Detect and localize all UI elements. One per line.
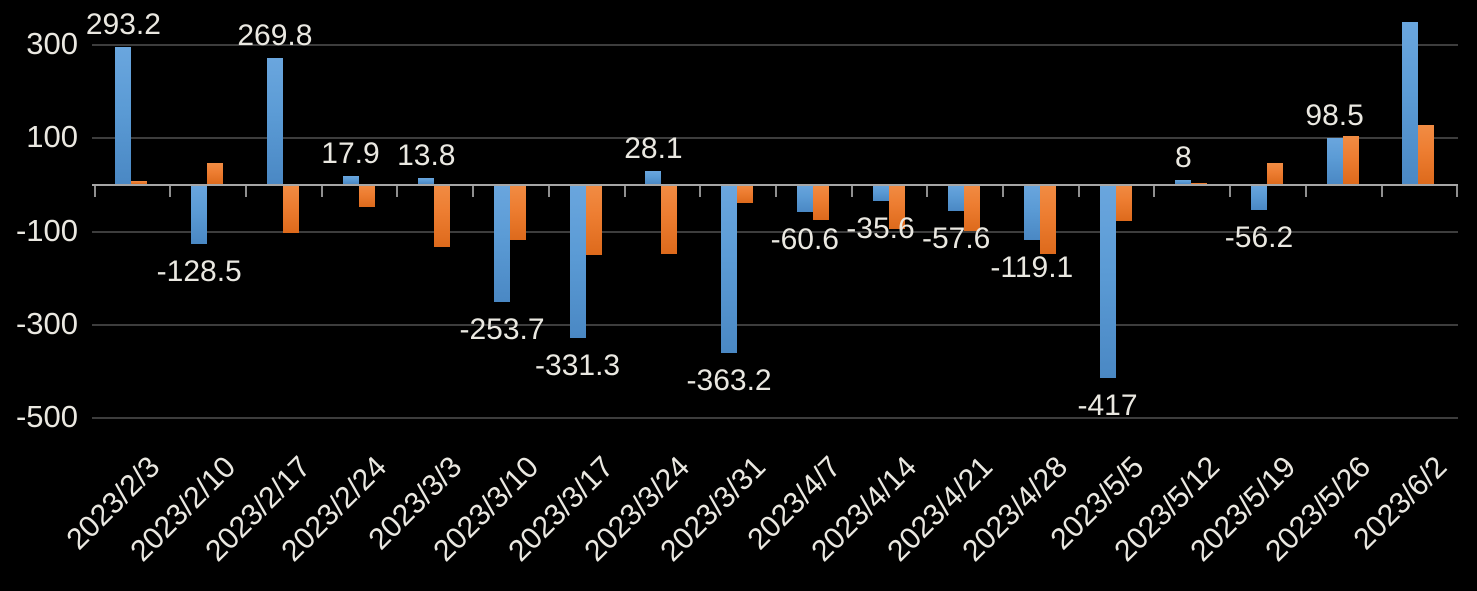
orange-bar-2023/4/21	[964, 184, 981, 231]
data-label-2023/3/3: 13.8	[397, 138, 456, 172]
x-axis-tick-mark	[547, 186, 550, 197]
blue-bar-2023/3/17	[569, 184, 586, 339]
orange-bar-2023/2/3	[131, 181, 148, 184]
data-label-2023/5/26: 98.5	[1305, 99, 1364, 133]
blue-bar-2023/3/3	[418, 177, 435, 184]
data-label-2023/4/7: -60.6	[770, 223, 839, 257]
orange-bar-2023/2/10	[207, 163, 224, 184]
y-axis-tick-label: -500	[15, 399, 78, 434]
orange-bar-2023/2/24	[358, 184, 375, 208]
gridline	[92, 137, 1458, 140]
blue-bar-2023/2/3	[115, 47, 132, 184]
x-axis-tick-mark	[169, 186, 172, 197]
data-label-2023/3/17: -331.3	[535, 349, 621, 383]
data-label-2023/2/10: -128.5	[156, 254, 242, 288]
orange-bar-2023/3/24	[661, 184, 678, 254]
gridline	[92, 417, 1458, 419]
x-axis-tick-mark	[396, 186, 399, 197]
x-axis-tick-mark	[1304, 186, 1307, 197]
orange-bar-2023/4/14	[888, 184, 905, 230]
orange-bar-2023/3/17	[585, 184, 602, 256]
blue-bar-2023/5/5	[1099, 184, 1116, 379]
orange-bar-2023/6/2	[1418, 124, 1435, 184]
gridline	[92, 44, 1458, 47]
x-axis-tick-mark	[699, 186, 702, 197]
orange-bar-2023/5/26	[1342, 136, 1359, 184]
data-label-2023/3/31: -363.2	[686, 364, 772, 398]
y-axis-tick-label: -100	[15, 212, 78, 248]
data-label-2023/3/24: 28.1	[624, 131, 683, 165]
x-axis-tick-mark	[1380, 186, 1383, 197]
orange-bar-2023/5/19	[1267, 163, 1283, 184]
orange-bar-2023/3/10	[510, 184, 526, 240]
data-label-2023/2/24: 17.9	[321, 136, 380, 170]
data-label-2023/5/5: -417	[1077, 389, 1138, 423]
y-axis-tick-label: 300	[26, 26, 78, 62]
blue-bar-2023/5/19	[1251, 184, 1267, 211]
x-axis-tick-mark	[1002, 186, 1004, 197]
y-axis-tick-label: -300	[15, 305, 78, 341]
gridline	[92, 323, 1458, 326]
x-axis-tick-mark	[1456, 186, 1459, 197]
blue-bar-2023/4/7	[796, 184, 813, 213]
x-axis-tick-mark	[926, 186, 929, 197]
orange-bar-2023/5/12	[1191, 182, 1208, 184]
blue-bar-2023/6/2	[1402, 22, 1419, 184]
x-axis-tick-mark	[472, 186, 475, 197]
blue-bar-2023/3/31	[721, 184, 738, 354]
x-axis-tick-mark	[1077, 186, 1080, 197]
data-label-2023/5/19: -56.2	[1224, 221, 1294, 255]
orange-bar-2023/3/3	[434, 184, 451, 247]
blue-bar-2023/4/14	[872, 184, 889, 201]
data-label-2023/4/28: -119.1	[990, 250, 1074, 284]
x-axis-line	[92, 184, 1458, 186]
data-label-2023/3/10: -253.7	[459, 313, 545, 347]
data-label-2023/2/3: 293.2	[85, 8, 161, 42]
gridline	[92, 230, 1458, 233]
orange-bar-2023/5/5	[1115, 184, 1132, 222]
data-label-2023/4/14: -35.6	[846, 211, 915, 245]
data-label-2023/4/21: -57.6	[921, 221, 991, 255]
x-axis-tick-mark	[1229, 186, 1232, 197]
x-axis-tick-mark	[850, 186, 853, 197]
blue-bar-2023/3/10	[494, 184, 510, 303]
blue-bar-2023/4/21	[948, 184, 965, 211]
blue-bar-2023/4/28	[1023, 184, 1040, 240]
orange-bar-2023/4/7	[812, 184, 829, 221]
blue-bar-2023/2/24	[342, 175, 359, 184]
orange-bar-2023/4/28	[1039, 184, 1056, 254]
x-axis-tick-mark	[93, 186, 96, 197]
x-axis-tick-mark	[774, 186, 777, 197]
blue-bar-2023/3/24	[645, 170, 662, 184]
orange-bar-2023/2/17	[282, 184, 299, 233]
blue-bar-2023/2/17	[266, 58, 283, 184]
x-axis-tick-mark	[623, 186, 626, 197]
x-axis-tick-mark	[245, 186, 247, 197]
blue-bar-2023/5/26	[1326, 138, 1343, 184]
data-label-2023/5/12: 8	[1174, 141, 1192, 175]
y-axis-tick-label: 100	[26, 119, 78, 155]
blue-bar-2023/2/10	[191, 184, 208, 244]
x-axis-tick-mark	[320, 186, 323, 197]
blue-bar-2023/5/12	[1175, 180, 1192, 184]
x-axis-tick-mark	[1153, 186, 1156, 197]
data-label-2023/2/17: 269.8	[237, 19, 313, 53]
orange-bar-2023/3/31	[737, 184, 754, 203]
